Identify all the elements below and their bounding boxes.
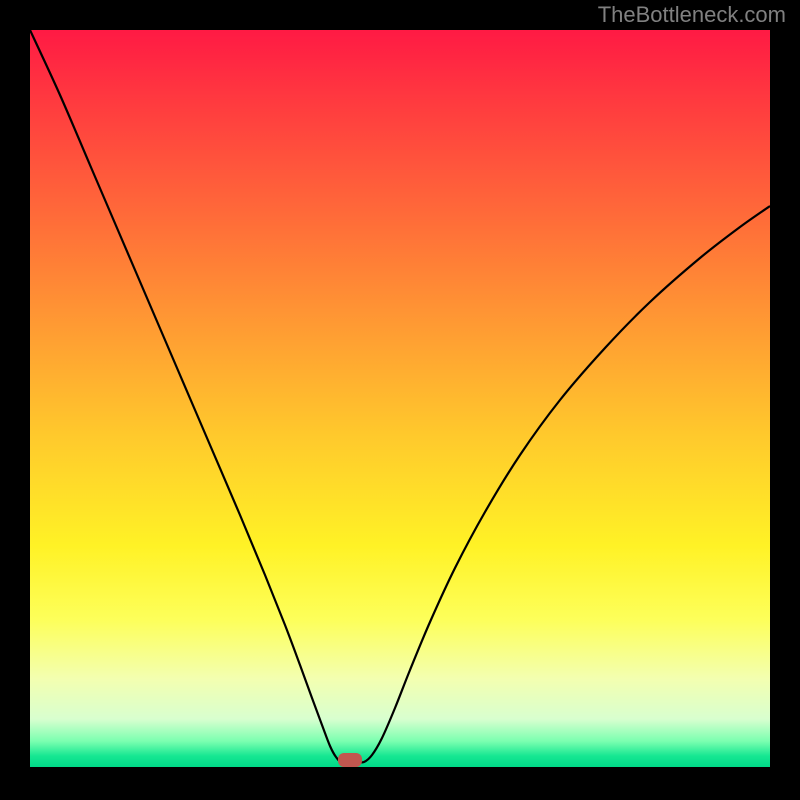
optimal-point-marker xyxy=(338,753,362,767)
watermark-text: TheBottleneck.com xyxy=(598,2,786,28)
bottleneck-chart xyxy=(0,0,800,800)
chart-plot-background xyxy=(30,30,770,767)
chart-root: TheBottleneck.com xyxy=(0,0,800,800)
